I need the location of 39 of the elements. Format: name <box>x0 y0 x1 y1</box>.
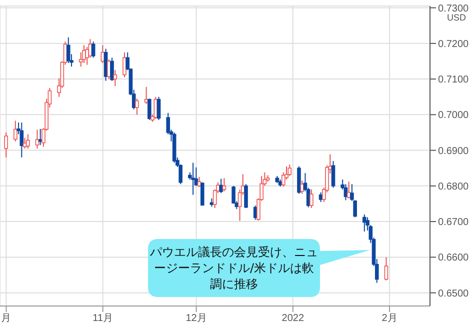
y-tick-label: 0.7200 <box>438 38 470 50</box>
candlestick <box>26 134 30 150</box>
candlestick <box>384 256 388 281</box>
x-tick-label: 12月 <box>186 313 207 324</box>
y-tick-label: 0.6500 <box>438 288 470 300</box>
candlestick <box>154 96 158 120</box>
candlestick <box>38 128 42 146</box>
candlestick <box>156 96 161 121</box>
candlestick <box>362 214 366 232</box>
candlestick <box>191 162 195 196</box>
candlestick <box>331 160 336 188</box>
candlestick <box>288 164 292 176</box>
y-tick-label: 0.6800 <box>438 181 470 192</box>
candlestick <box>244 184 248 209</box>
annotation: パウエル議長の会見受け、ニュージーランドドル/米ドルは軟調に推移 <box>150 244 318 293</box>
y-tick-label: 0.6900 <box>438 146 470 157</box>
y-tick-label: 0.7100 <box>438 74 470 86</box>
candlestick <box>14 120 18 142</box>
y-tick-label: 0.7300 <box>438 3 470 14</box>
candlestick <box>222 178 226 192</box>
candlestick <box>66 36 70 64</box>
x-tick-label: 2022 <box>282 313 304 324</box>
x-tick-label: 2月 <box>382 313 398 324</box>
y-tick-label: 0.7000 <box>438 110 470 122</box>
candlestick <box>219 178 223 194</box>
candlestick <box>310 188 314 209</box>
candlestick <box>4 132 8 158</box>
candlestick <box>110 57 114 82</box>
candlestick <box>135 98 139 116</box>
x-tick-label: 11月 <box>92 313 114 324</box>
candlestick <box>35 129 40 150</box>
y-tick-label: 0.6600 <box>438 252 470 264</box>
y-axis-title: USD <box>446 12 466 22</box>
x-tick-label: 月 <box>1 313 12 324</box>
y-tick-label: 0.6700 <box>438 217 470 228</box>
candlestick <box>113 70 118 87</box>
candlestick <box>148 98 152 121</box>
candlestick <box>91 41 96 58</box>
candlestick <box>300 180 304 194</box>
